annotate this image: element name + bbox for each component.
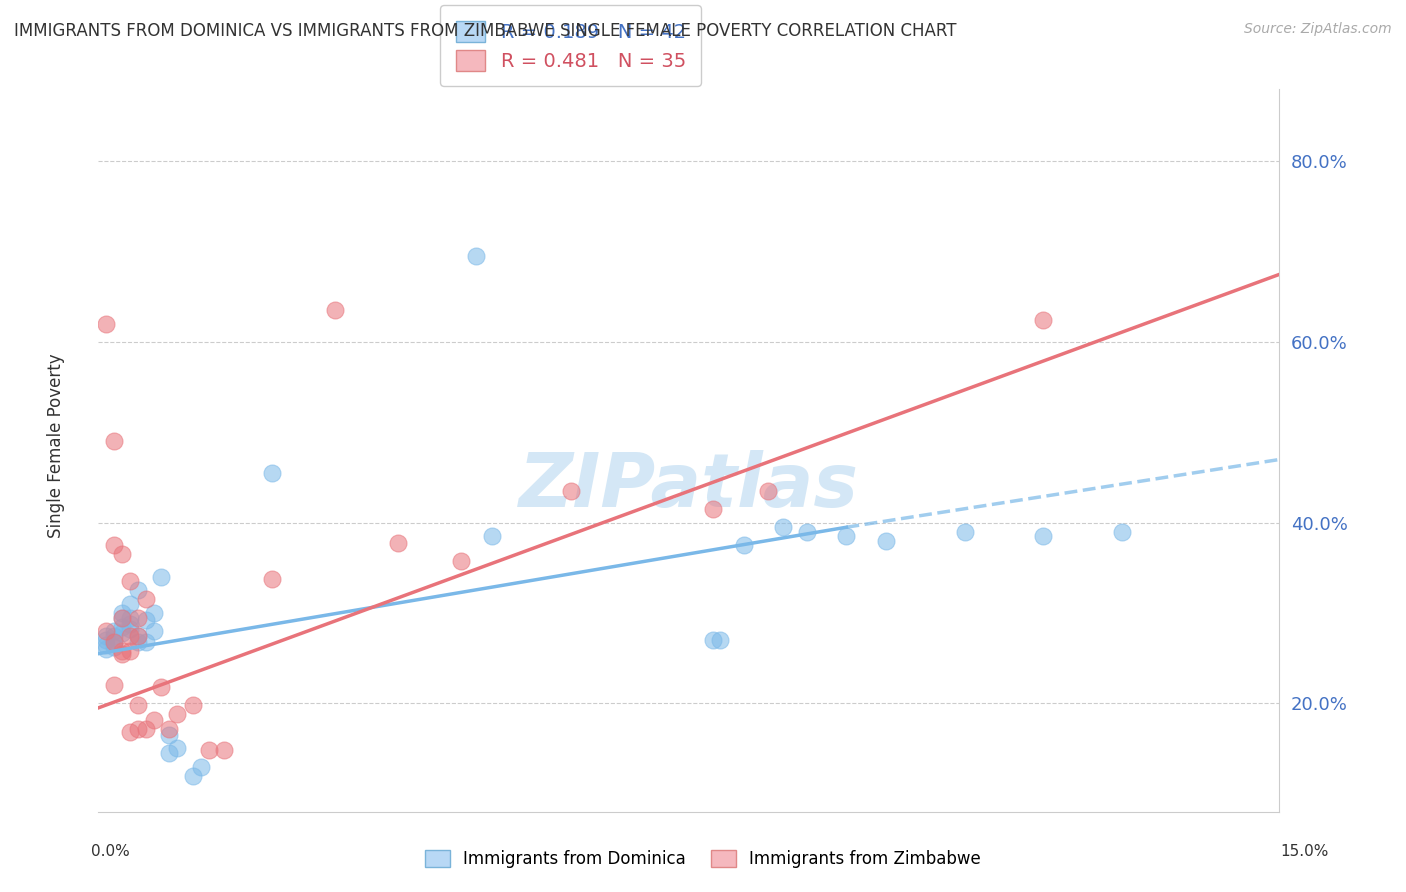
Point [450,554,472,568]
Point [103,635,125,649]
Point [875,533,897,548]
Point [835,529,858,543]
Point [465,249,488,263]
Point [127,629,149,643]
Point [118,610,141,624]
Point [150,680,173,694]
Point [166,707,188,722]
Point [118,644,141,658]
Point [118,597,141,611]
Point [166,741,188,756]
Point [181,698,204,713]
Point [127,722,149,736]
Point [481,529,503,543]
Point [127,698,149,713]
Text: 0.0%: 0.0% [91,845,131,859]
Point [111,606,134,620]
Point [197,743,219,757]
Text: Single Female Poverty: Single Female Poverty [48,354,65,538]
Point [1111,524,1133,539]
Point [953,524,976,539]
Point [796,524,818,539]
Point [733,538,755,552]
Point [111,647,134,661]
Point [1032,312,1054,326]
Point [111,619,134,633]
Text: IMMIGRANTS FROM DOMINICA VS IMMIGRANTS FROM ZIMBABWE SINGLE FEMALE POVERTY CORRE: IMMIGRANTS FROM DOMINICA VS IMMIGRANTS F… [14,22,956,40]
Point [214,743,236,757]
Point [111,610,134,624]
Point [150,570,173,584]
Point [96,642,118,657]
Point [127,583,149,598]
Point [1032,529,1054,543]
Point [260,572,283,586]
Point [702,502,724,516]
Point [142,624,165,639]
Point [96,633,118,648]
Point [142,713,165,727]
Point [103,538,125,552]
Point [111,644,134,658]
Point [181,769,204,783]
Point [111,626,134,640]
Point [96,638,118,652]
Point [103,629,125,643]
Point [387,535,409,549]
Point [118,725,141,739]
Text: 15.0%: 15.0% [1281,845,1329,859]
Point [709,633,731,648]
Point [772,520,794,534]
Point [157,722,180,736]
Text: Source: ZipAtlas.com: Source: ZipAtlas.com [1244,22,1392,37]
Point [135,722,157,736]
Point [560,484,582,499]
Point [127,635,149,649]
Point [135,613,157,627]
Point [118,622,141,636]
Point [96,629,118,643]
Point [96,624,118,639]
Point [118,574,141,589]
Point [323,303,346,318]
Point [702,633,724,648]
Point [111,547,134,561]
Legend: R = 0.189   N = 42, R = 0.481   N = 35: R = 0.189 N = 42, R = 0.481 N = 35 [440,5,702,87]
Point [111,610,134,624]
Point [103,635,125,649]
Point [127,629,149,643]
Text: ZIPatlas: ZIPatlas [519,450,859,523]
Point [103,640,125,655]
Point [127,610,149,624]
Point [103,678,125,692]
Point [96,317,118,331]
Point [756,484,779,499]
Point [135,635,157,649]
Point [142,606,165,620]
Point [157,746,180,760]
Point [135,592,157,607]
Point [118,616,141,631]
Point [190,759,212,773]
Point [103,624,125,639]
Point [260,466,283,480]
Legend: Immigrants from Dominica, Immigrants from Zimbabwe: Immigrants from Dominica, Immigrants fro… [418,843,988,875]
Point [118,629,141,643]
Point [157,728,180,742]
Point [103,434,125,449]
